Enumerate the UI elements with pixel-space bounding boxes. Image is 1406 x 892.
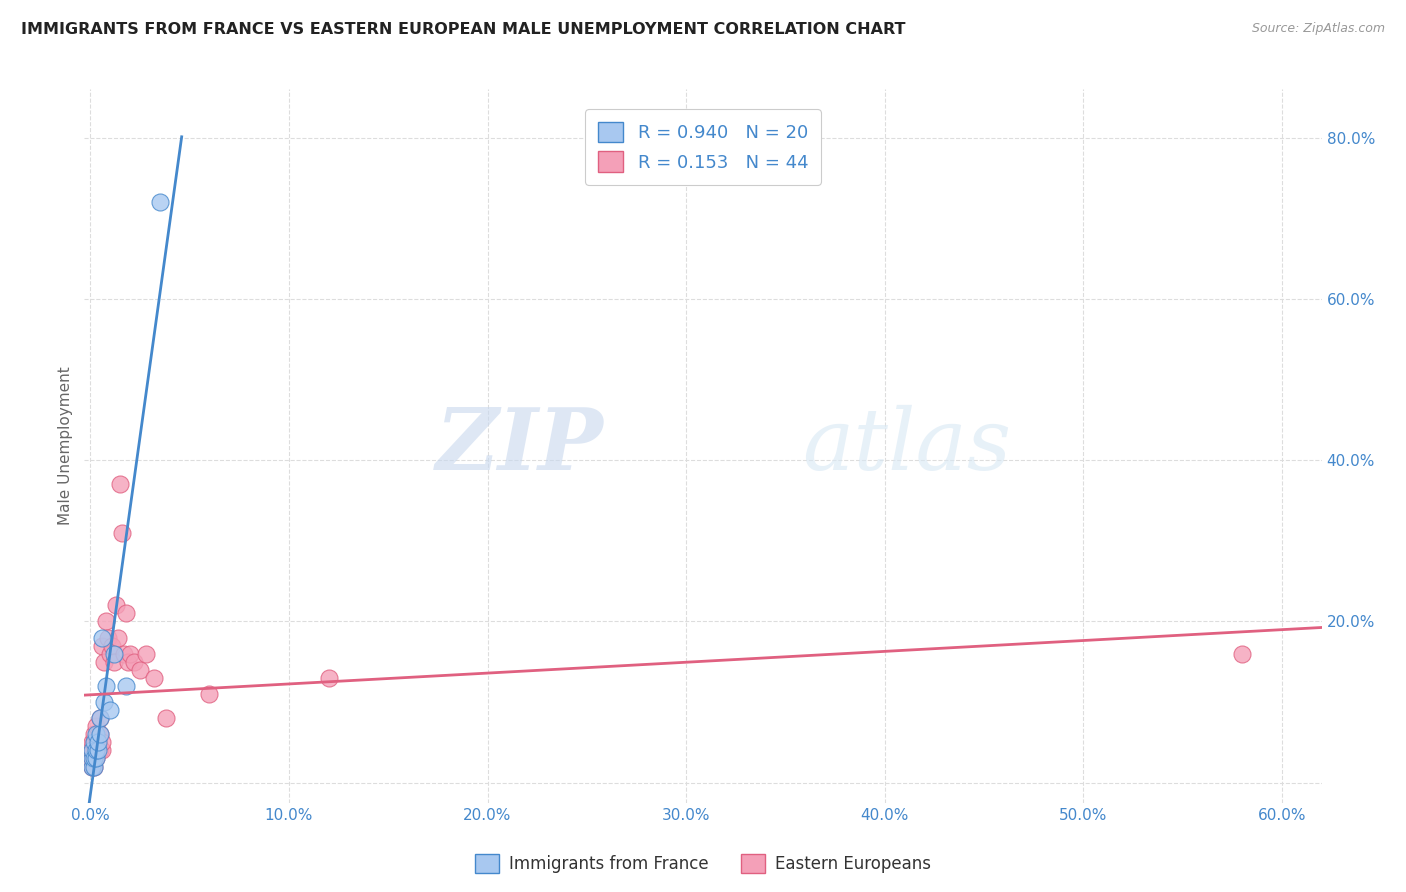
- Point: [91, 743, 114, 757]
- Point: [83, 759, 105, 773]
- Point: [84, 743, 107, 757]
- Point: [111, 525, 134, 540]
- Point: [96, 615, 118, 629]
- Point: [91, 631, 114, 645]
- Legend: Immigrants from France, Eastern Europeans: Immigrants from France, Eastern European…: [468, 847, 938, 880]
- Point: [97, 631, 120, 645]
- Point: [135, 647, 157, 661]
- Point: [83, 751, 105, 765]
- Point: [107, 631, 129, 645]
- Point: [87, 735, 110, 749]
- Text: IMMIGRANTS FROM FRANCE VS EASTERN EUROPEAN MALE UNEMPLOYMENT CORRELATION CHART: IMMIGRANTS FROM FRANCE VS EASTERN EUROPE…: [21, 22, 905, 37]
- Point: [117, 655, 139, 669]
- Point: [118, 647, 141, 661]
- Point: [82, 735, 104, 749]
- Point: [91, 639, 114, 653]
- Point: [84, 743, 107, 757]
- Point: [91, 735, 114, 749]
- Point: [103, 647, 125, 661]
- Point: [155, 711, 177, 725]
- Point: [98, 647, 121, 661]
- Point: [82, 751, 104, 765]
- Point: [89, 711, 111, 725]
- Point: [87, 727, 110, 741]
- Point: [89, 743, 111, 757]
- Point: [108, 477, 131, 491]
- Point: [98, 703, 121, 717]
- Point: [87, 735, 110, 749]
- Point: [83, 735, 105, 749]
- Point: [89, 727, 111, 741]
- Point: [83, 743, 105, 757]
- Point: [122, 655, 145, 669]
- Point: [83, 727, 105, 741]
- Point: [82, 759, 104, 773]
- Point: [318, 671, 340, 685]
- Point: [129, 663, 152, 677]
- Point: [1230, 647, 1253, 661]
- Point: [82, 743, 104, 757]
- Point: [142, 671, 165, 685]
- Point: [87, 743, 110, 757]
- Text: Source: ZipAtlas.com: Source: ZipAtlas.com: [1251, 22, 1385, 36]
- Point: [89, 711, 111, 725]
- Point: [82, 751, 104, 765]
- Point: [89, 727, 111, 741]
- Point: [115, 607, 138, 621]
- Point: [84, 727, 107, 741]
- Text: atlas: atlas: [801, 405, 1011, 487]
- Point: [96, 679, 118, 693]
- Y-axis label: Male Unemployment: Male Unemployment: [58, 367, 73, 525]
- Point: [149, 195, 172, 210]
- Point: [84, 735, 107, 749]
- Point: [112, 647, 135, 661]
- Point: [84, 719, 107, 733]
- Point: [93, 655, 115, 669]
- Point: [101, 639, 124, 653]
- Point: [83, 751, 105, 765]
- Point: [84, 751, 107, 765]
- Point: [103, 655, 125, 669]
- Point: [198, 687, 221, 701]
- Point: [115, 679, 138, 693]
- Point: [84, 751, 107, 765]
- Point: [105, 599, 128, 613]
- Point: [83, 759, 105, 773]
- Point: [82, 759, 104, 773]
- Point: [87, 743, 110, 757]
- Point: [93, 695, 115, 709]
- Text: ZIP: ZIP: [436, 404, 605, 488]
- Point: [83, 735, 105, 749]
- Point: [82, 743, 104, 757]
